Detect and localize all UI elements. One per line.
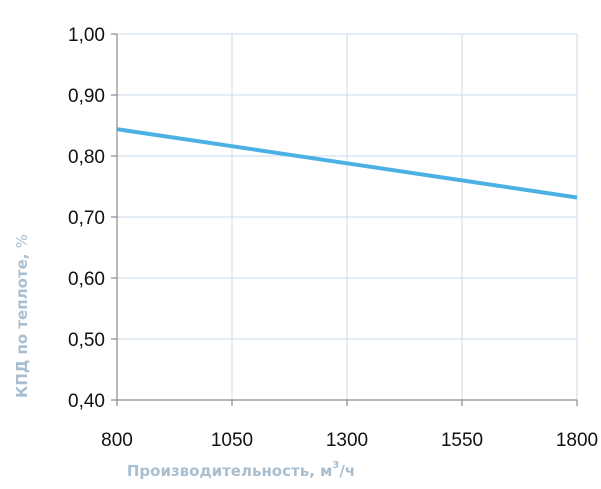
x-tick-label: 1050 (211, 430, 253, 451)
x-tick-labels: 800 1050 1300 1550 1800 (101, 430, 598, 451)
x-tick-label: 1800 (556, 430, 598, 451)
x-axis-title-unit-tail: /ч (339, 462, 355, 480)
y-axis-title-main: КПД по теплоте (13, 259, 31, 398)
y-tick-labels: 0,40 0,50 0,60 0,70 0,80 0,90 1,00 (68, 25, 105, 412)
grid-lines (117, 33, 578, 400)
x-tick-label: 800 (101, 430, 133, 451)
x-axis-title-unit-sup: 3 (332, 460, 339, 471)
x-axis-title-separator: , (309, 462, 320, 480)
series-layer (116, 127, 578, 200)
x-axis-title: Производительность, м3/ч (127, 460, 355, 480)
y-tick-label: 0,50 (68, 330, 105, 351)
y-axis-title: КПД по теплоте, % (13, 234, 31, 398)
x-axis-title-unit-base: м (320, 462, 332, 480)
y-axis-title-unit: % (13, 234, 31, 248)
x-tick-label: 1550 (441, 430, 483, 451)
y-tick-label: 0,40 (68, 391, 105, 412)
y-tick-label: 1,00 (68, 25, 105, 46)
y-tick-label: 0,70 (68, 208, 105, 229)
x-axis-title-main: Производительность (127, 462, 309, 480)
y-tick-label: 0,80 (68, 147, 105, 168)
axes (111, 33, 578, 406)
y-axis-title-separator: , (13, 248, 31, 259)
y-tick-label: 0,60 (68, 269, 105, 290)
y-tick-label: 0,90 (68, 86, 105, 107)
series-line (116, 127, 578, 200)
x-tick-label: 1300 (326, 430, 368, 451)
